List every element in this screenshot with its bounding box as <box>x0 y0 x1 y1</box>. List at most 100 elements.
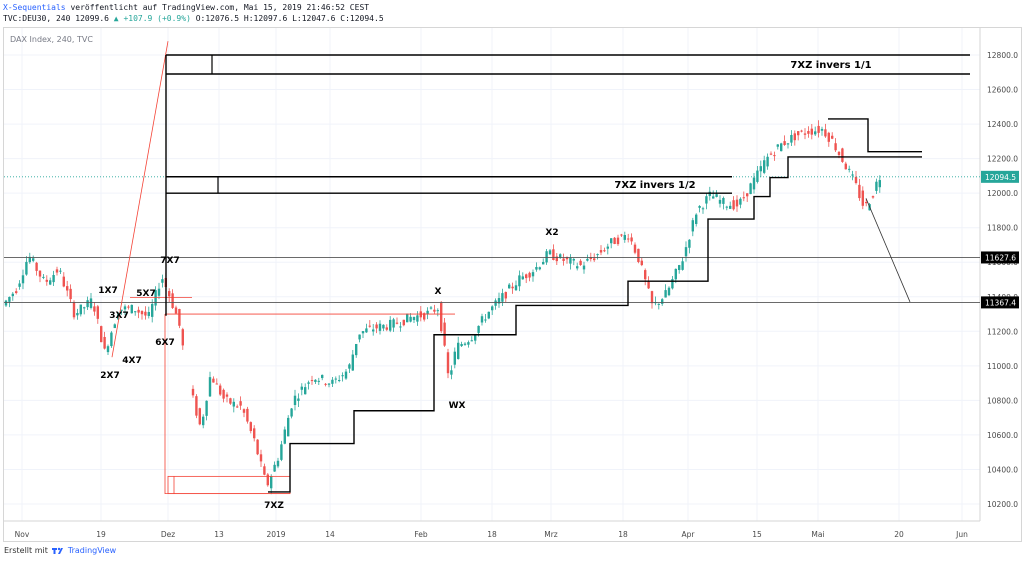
candle-body <box>525 274 528 279</box>
up-arrow-icon: ▲ <box>113 14 119 23</box>
candle-body <box>341 375 344 377</box>
candle-body <box>834 143 837 151</box>
candle-body <box>511 286 514 289</box>
candle-body <box>198 408 201 425</box>
candle-body <box>705 196 708 204</box>
y-tick-label: 12800.0 <box>987 51 1018 60</box>
candle-body <box>25 261 28 275</box>
candle-body <box>766 156 769 167</box>
high-value: H:12097.6 <box>243 14 288 23</box>
tradingview-logo-icon <box>51 547 64 555</box>
candle-body <box>555 256 558 262</box>
candle-body <box>504 292 507 299</box>
candle-body <box>599 250 603 253</box>
candle-body <box>222 389 225 399</box>
footer-brand-link[interactable]: TradingView <box>67 546 117 555</box>
candle-body <box>735 199 739 207</box>
candle-body <box>304 387 307 395</box>
candle-body <box>395 322 399 324</box>
candle-body <box>671 279 674 289</box>
candle-body <box>256 439 259 455</box>
candle-body <box>871 196 875 198</box>
x-tick-label: 14 <box>325 530 335 539</box>
candle-body <box>603 250 606 252</box>
symbol-info: TVC:DEU30, 240 12099.6 <box>3 14 109 23</box>
candle-body <box>110 332 113 347</box>
candle-body <box>15 291 18 294</box>
candle-body <box>803 133 807 135</box>
candle-body <box>208 377 212 397</box>
publish-info: veröffentlicht auf TradingView.com, Mai … <box>70 3 370 12</box>
candle-body <box>729 205 732 209</box>
candle-body <box>810 128 813 135</box>
author-link[interactable]: X-Sequentials <box>3 3 66 12</box>
annotation-label: 7XZ invers 1/1 <box>790 60 871 71</box>
candle-body <box>32 258 35 261</box>
footer-prefix: Erstellt mit <box>4 546 48 555</box>
candle-body <box>93 306 96 312</box>
candle-body <box>423 313 426 320</box>
annotation-label: WX <box>449 401 466 411</box>
annotation-label: X2 <box>545 228 558 238</box>
candle-body <box>259 454 263 462</box>
candle-body <box>361 331 365 334</box>
candle-body <box>773 155 776 157</box>
candle-body <box>351 354 354 371</box>
candle-body <box>433 309 436 312</box>
y-tick-label: 12400.0 <box>987 120 1018 129</box>
candle-body <box>249 422 252 432</box>
price-tag-label: 11627.6 <box>985 253 1016 262</box>
candle-body <box>123 306 127 310</box>
candle-body <box>613 237 616 244</box>
projection-line <box>865 198 911 303</box>
candle-body <box>848 168 851 170</box>
candle-body <box>718 199 722 204</box>
chart-frame[interactable] <box>3 27 1022 542</box>
candle-body <box>130 304 133 314</box>
annotation-label: 4X7 <box>122 356 141 366</box>
publish-line: X-Sequentials veröffentlicht auf Trading… <box>3 2 384 13</box>
candle-body <box>219 385 222 395</box>
candle-body <box>858 184 861 199</box>
y-tick-label: 11800.0 <box>987 224 1018 233</box>
candle-body <box>620 234 623 236</box>
x-tick-label: Nov <box>15 530 30 539</box>
candle-body <box>402 319 405 326</box>
annotation-label: 1X7 <box>98 286 117 296</box>
candle-body <box>140 311 144 315</box>
candle-body <box>86 300 89 308</box>
candle-body <box>76 312 79 316</box>
candle-body <box>358 334 361 340</box>
candle-body <box>242 409 246 413</box>
x-tick-label: 13 <box>214 530 224 539</box>
candle-body <box>569 257 572 264</box>
candle-body <box>324 383 327 385</box>
candle-body <box>528 272 531 278</box>
candle-body <box>630 237 633 242</box>
candle-body <box>783 141 786 145</box>
candle-body <box>168 291 171 297</box>
candle-body <box>290 408 293 417</box>
candle-body <box>661 299 664 304</box>
candle-body <box>62 276 65 287</box>
candle-body <box>875 181 878 191</box>
candle-body <box>409 316 412 322</box>
candle-body <box>338 379 341 381</box>
candle-body <box>715 194 718 197</box>
candle-body <box>368 325 371 327</box>
candle-body <box>440 302 443 332</box>
candle-body <box>263 466 266 475</box>
candle-body <box>684 247 688 257</box>
candle-body <box>117 314 120 320</box>
candle-body <box>763 160 766 173</box>
candle-body <box>698 205 701 208</box>
candle-body <box>157 288 161 296</box>
annotation-label: 7XZ <box>264 501 284 511</box>
candle-body <box>72 302 76 318</box>
price-tag-box <box>981 251 1019 264</box>
candle-body <box>637 248 640 262</box>
candle-body <box>287 417 290 437</box>
annotation-label: 2X7 <box>100 371 119 381</box>
candle-body <box>89 298 93 308</box>
